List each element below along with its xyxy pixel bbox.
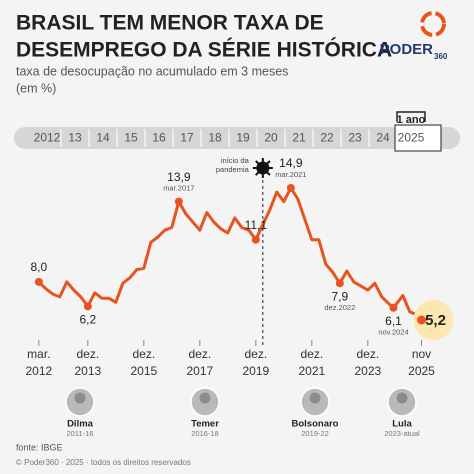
point-date: mar.2017 [163, 184, 194, 193]
x-tick-year: 2025 [408, 364, 435, 378]
year-label: 22 [320, 131, 334, 145]
value-label: 6,2 [79, 313, 96, 327]
value-label: 8,0 [30, 260, 47, 274]
title-line: DESEMPREGO DA SÉRIE HISTÓRICA [16, 38, 392, 62]
x-tick-label: dez. [300, 347, 323, 361]
title-line: BRASIL TEM MENOR TAXA DE [16, 12, 324, 35]
year-label: 17 [180, 131, 194, 145]
president-term: 2011-16 [67, 429, 94, 438]
point [251, 235, 260, 244]
value-label: 5,2 [425, 312, 446, 329]
x-tick-year: 2013 [74, 364, 101, 378]
point [83, 302, 92, 311]
event-label: início da [221, 156, 250, 165]
highlight-halo [413, 300, 454, 340]
value-label: 13,9 [167, 170, 191, 184]
portrait-head [199, 392, 211, 404]
event-label: pandemia [216, 165, 250, 174]
point [335, 279, 344, 288]
year-label: 20 [264, 131, 278, 145]
year-label: 2012 [34, 131, 61, 145]
point-date: dez.2022 [324, 303, 355, 312]
point [286, 184, 295, 192]
point [417, 315, 426, 325]
year-bracket [396, 111, 426, 122]
subtitle-line: taxa de desocupação no acumulado em 3 me… [16, 64, 288, 78]
president-term: 2019-22 [301, 429, 329, 438]
value-label: 11,1 [245, 218, 268, 232]
point-date: nov.2024 [378, 328, 408, 337]
copyright: © Poder360 · 2025 · todos os direitos re… [16, 458, 191, 467]
president-term: 2023-atual [384, 429, 420, 438]
point [389, 303, 398, 312]
value-label: 7,9 [331, 289, 348, 303]
value-label: 6,1 [385, 314, 402, 328]
president-name: Lula [392, 419, 412, 430]
brand-sub: 360 [434, 52, 448, 61]
year-band [14, 127, 460, 149]
logo: PODER 360 [380, 11, 448, 61]
x-tick-year: 2021 [298, 364, 325, 378]
year-label: 19 [236, 131, 250, 145]
x-tick-year: 2012 [25, 364, 52, 378]
x-tick-year: 2017 [186, 364, 213, 378]
x-tick-label: nov [412, 347, 431, 361]
portrait-head [396, 392, 408, 404]
year-label: 24 [376, 131, 390, 145]
line [37, 186, 423, 321]
year-label: 16 [152, 131, 166, 145]
president-name: Bolsonaro [292, 419, 339, 430]
x-tick-label: dez. [188, 347, 211, 361]
x-tick-label: dez. [76, 347, 99, 361]
president-name: Temer [191, 419, 219, 430]
virus-core [256, 161, 270, 175]
point [34, 277, 43, 286]
president-name: Dilma [67, 419, 94, 430]
year-label: 23 [348, 131, 362, 145]
year-band-highlight [394, 124, 442, 152]
portrait-head [309, 392, 321, 404]
x-tick-label: dez. [244, 347, 267, 361]
portrait-head [74, 392, 86, 404]
x-tick-year: 2023 [354, 364, 381, 378]
year-band-note: 1 ano [397, 114, 426, 126]
logo-mark [420, 11, 446, 37]
subtitle-line: (em %) [16, 81, 56, 95]
point-date: mar.2021 [275, 170, 306, 179]
year-label: 15 [124, 131, 138, 145]
brand: PODER [380, 41, 434, 58]
x-tick-label: dez. [356, 347, 379, 361]
x-tick-label: mar. [27, 347, 50, 361]
year-label: 18 [208, 131, 222, 145]
year-label: 14 [96, 131, 110, 145]
year-label: 2025 [398, 131, 425, 145]
x-tick-year: 2019 [242, 364, 269, 378]
x-tick-year: 2015 [130, 364, 157, 378]
x-tick-label: dez. [132, 347, 155, 361]
point [174, 197, 183, 206]
source: fonte: IBGE [16, 442, 63, 452]
value-label: 14,9 [279, 156, 303, 170]
president-term: 2016-18 [191, 429, 219, 438]
year-label: 13 [68, 131, 82, 145]
year-label: 21 [292, 131, 306, 145]
